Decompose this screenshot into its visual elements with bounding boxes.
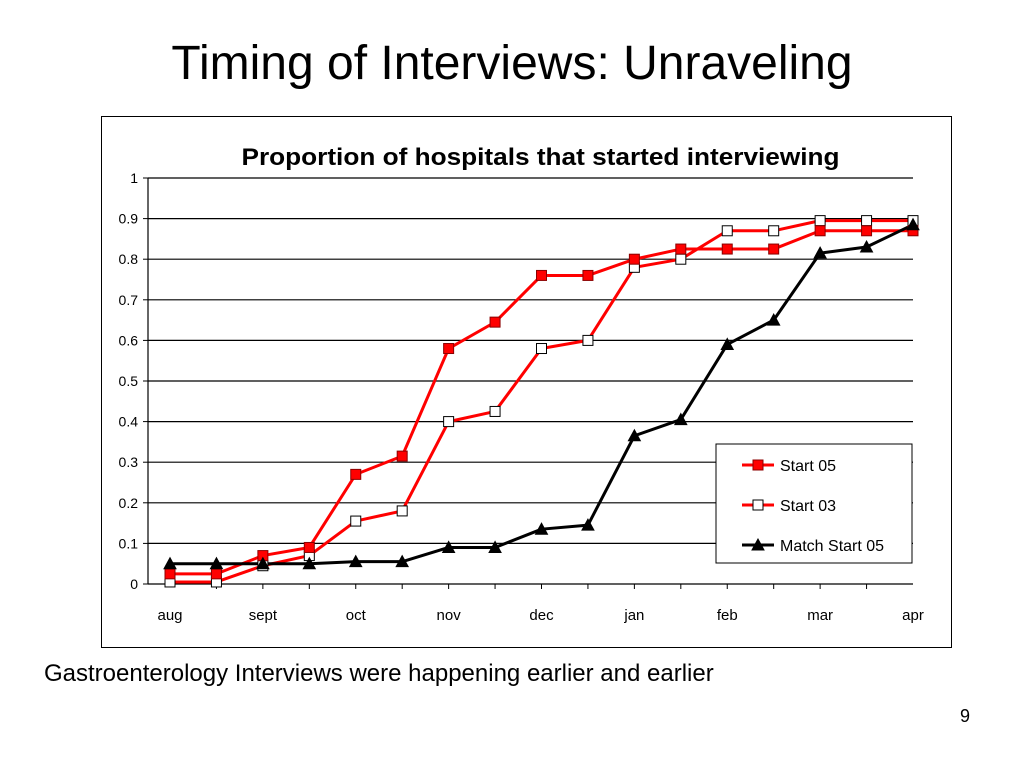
match-start-05-point	[441, 540, 456, 553]
start-03-point	[489, 405, 501, 417]
legend-label: Start 05	[780, 458, 836, 475]
x-tick-label: sept	[249, 607, 278, 624]
match-start-05-point	[813, 246, 827, 259]
match-start-05-point	[348, 554, 363, 568]
x-tick-label: aug	[157, 607, 182, 624]
y-tick-label: 0.4	[119, 414, 139, 430]
slide-title: Timing of Interviews: Unraveling	[171, 37, 853, 90]
legend-marker	[752, 499, 764, 511]
x-tick-label: apr	[902, 607, 924, 624]
y-tick-label: 0.6	[119, 332, 139, 348]
chart-title: Proportion of hospitals that started int…	[242, 144, 840, 171]
legend-marker	[751, 537, 765, 551]
match-start-05-point	[906, 217, 920, 231]
match-start-05-point	[302, 556, 317, 570]
page-number: 9	[959, 706, 970, 726]
x-tick-label: mar	[807, 607, 833, 624]
y-tick-label: 0.9	[119, 211, 139, 227]
start-03-point	[675, 253, 687, 265]
legend-label: Start 03	[780, 498, 836, 515]
line-chart: Proportion of hospitals that started int…	[119, 144, 924, 624]
y-tick-label: 0.1	[119, 535, 139, 551]
start-05-point	[210, 568, 222, 580]
match-start-05-point	[256, 556, 270, 570]
match-start-05-point	[673, 412, 688, 426]
start-05-point	[582, 269, 594, 281]
start-03-point	[350, 515, 362, 527]
start-03-point	[443, 416, 455, 428]
start-05-point	[675, 243, 687, 255]
start-05-point	[303, 541, 315, 553]
match-start-05-point	[766, 313, 781, 326]
x-tick-label: oct	[346, 607, 367, 624]
start-03-point	[768, 225, 780, 237]
start-05-point	[396, 450, 408, 462]
start-05-point	[768, 243, 780, 255]
match-start-05-point	[627, 428, 642, 442]
start-03-point	[396, 505, 408, 517]
start-05-point	[628, 253, 640, 265]
start-05-point	[536, 269, 547, 281]
x-tick-label: nov	[437, 607, 462, 624]
match-start-05-point	[720, 337, 735, 350]
start-05-point	[721, 243, 733, 255]
start-03-point	[536, 343, 547, 355]
y-tick-label: 0.7	[119, 292, 139, 308]
start-03-point	[861, 215, 873, 227]
x-tick-label: dec	[529, 607, 554, 624]
y-tick-label: 0.2	[119, 495, 139, 511]
match-start-05-point	[859, 239, 874, 253]
y-tick-label: 0.3	[119, 454, 139, 470]
start-05-point	[350, 468, 362, 480]
y-tick-label: 0.5	[119, 373, 139, 389]
start-05-point	[164, 568, 176, 580]
match-start-05-point	[209, 556, 224, 570]
start-05-point	[443, 343, 455, 355]
legend-label: Match Start 05	[780, 538, 884, 555]
start-03-point	[582, 334, 594, 346]
x-tick-label: feb	[717, 607, 738, 624]
match-start-05-point	[163, 556, 177, 570]
start-03-point	[721, 225, 733, 237]
match-start-05-point	[534, 522, 549, 535]
start-05-point	[814, 225, 826, 237]
match-start-05-point	[581, 518, 595, 531]
slide-caption: Gastroenterology Interviews were happeni…	[44, 660, 714, 687]
start-05-point	[489, 316, 501, 328]
y-tick-label: 0.8	[119, 251, 139, 267]
match-start-05-point	[395, 554, 410, 568]
legend-marker	[752, 459, 764, 471]
match-start-05-point	[488, 540, 502, 553]
start-03-point	[814, 215, 826, 227]
y-tick-label: 0	[130, 576, 138, 592]
start-05-point	[861, 225, 873, 237]
y-tick-label: 1	[130, 170, 138, 186]
x-tick-label: jan	[623, 607, 644, 624]
chart-container: Proportion of hospitals that started int…	[101, 116, 952, 648]
